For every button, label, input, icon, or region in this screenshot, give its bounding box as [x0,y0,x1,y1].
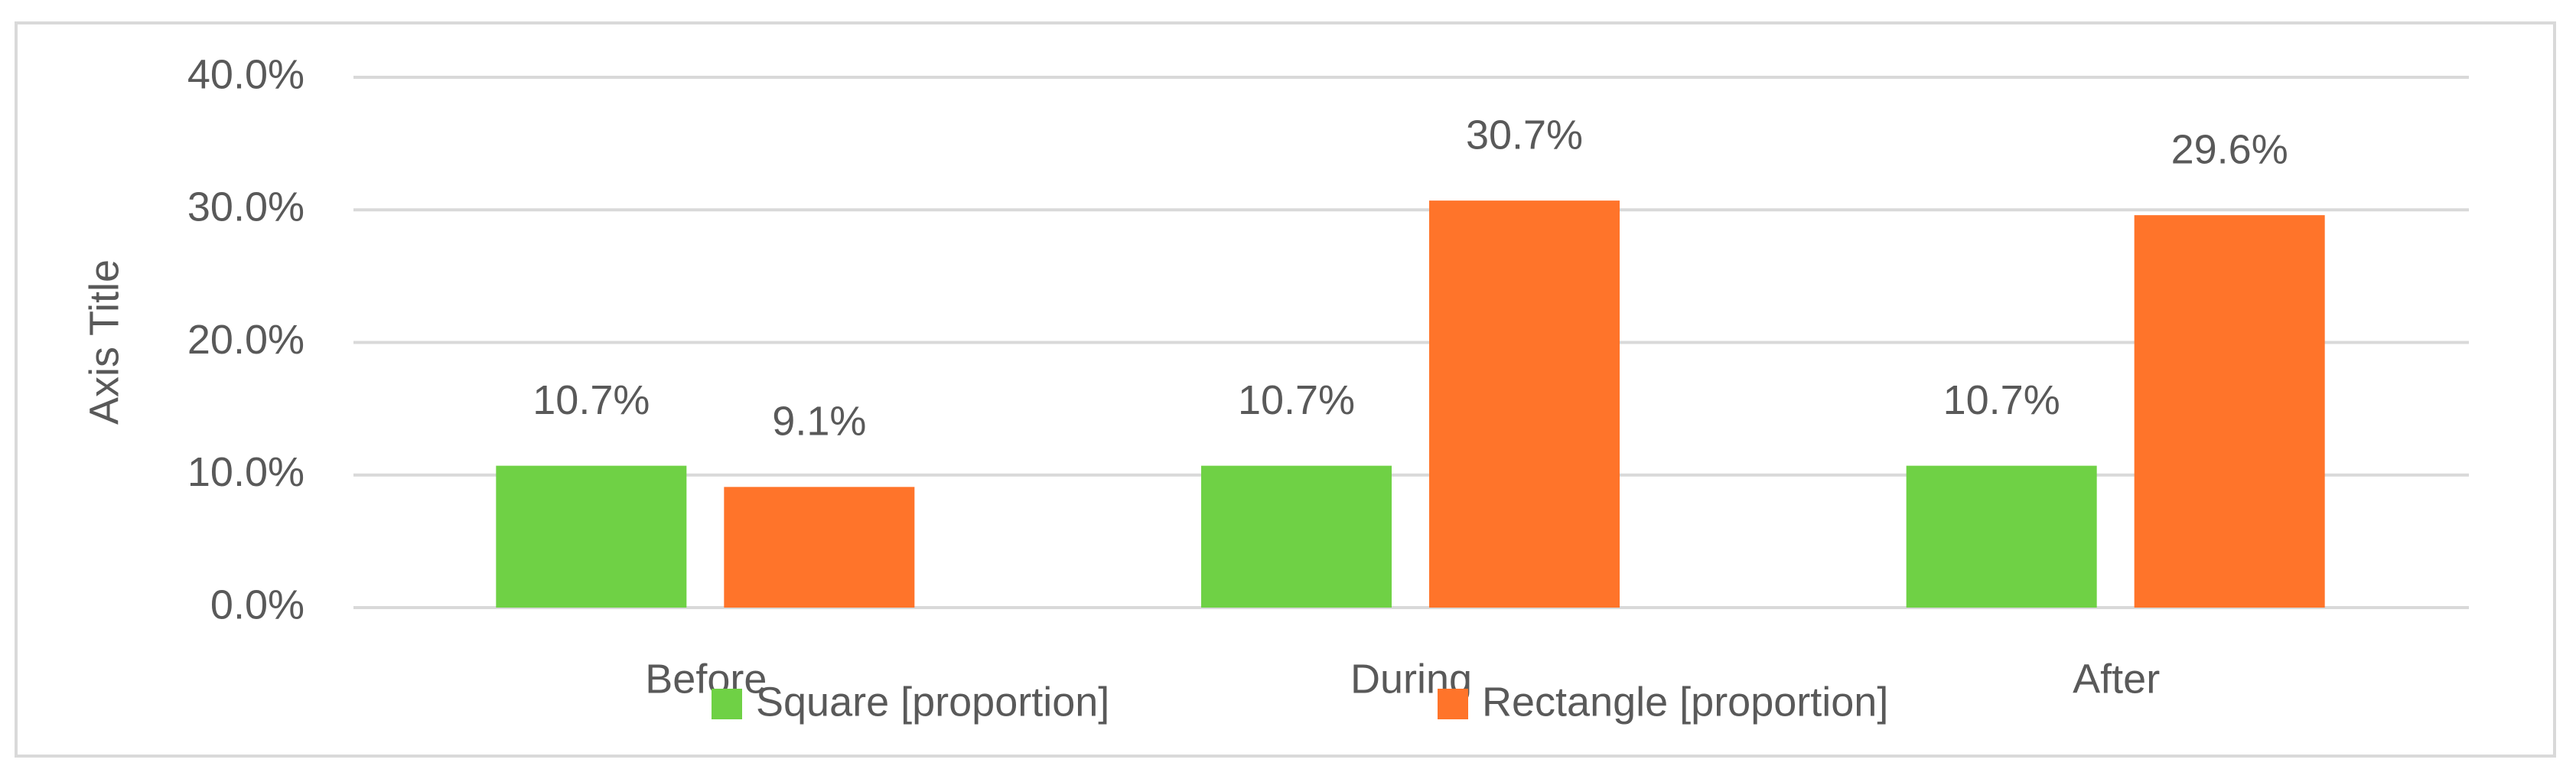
y-tick-label: 30.0% [187,184,304,230]
x-tick-label: Before [645,656,767,702]
bar [1201,465,1392,608]
y-tick-label: 40.0% [187,51,304,97]
data-label: 10.7% [532,377,650,423]
data-label: 9.1% [772,399,866,445]
bar [1429,200,1620,608]
bar [496,465,687,608]
data-label: 29.6% [2171,126,2288,172]
legend-swatch [712,689,742,719]
data-label: 30.7% [1466,112,1583,158]
bar [2134,215,2325,608]
legend-label: Square [proportion] [756,679,1109,725]
y-tick-label: 20.0% [187,317,304,363]
legend-label: Rectangle [proportion] [1482,679,1888,725]
data-label: 10.7% [1238,377,1355,423]
bar [724,487,915,608]
chart-frame [15,21,2556,758]
bar [1906,465,2097,608]
y-tick-label: 0.0% [210,582,304,627]
x-tick-label: After [2073,656,2160,702]
y-axis-title: Axis Title [81,259,127,425]
legend-swatch [1438,689,1468,719]
data-label: 10.7% [1943,377,2060,423]
y-tick-label: 10.0% [187,449,304,495]
